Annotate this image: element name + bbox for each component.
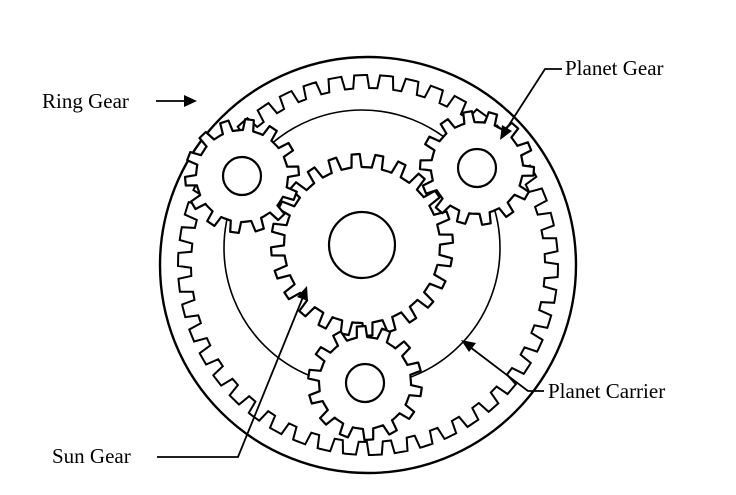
planet-gear-leader-line xyxy=(506,68,562,129)
sun-gear-leader-line xyxy=(157,296,304,458)
planet-gear-arrowhead xyxy=(500,125,512,140)
ring-gear-arrowhead xyxy=(184,95,197,107)
planet-carrier-label: Planet Carrier xyxy=(548,379,665,403)
sun-gear-label: Sun Gear xyxy=(52,444,131,468)
planet-gear-bottom-hub xyxy=(344,362,386,404)
ring-gear-label: Ring Gear xyxy=(42,89,129,113)
ring-gear-teeth xyxy=(176,74,560,456)
planet-gear-right-hub xyxy=(456,147,498,189)
sun-gear-arrowhead xyxy=(297,286,308,301)
ring-gear-outer-rim xyxy=(158,55,578,475)
planet-carrier-arrowhead xyxy=(461,340,476,352)
planet-carrier-leader-line xyxy=(469,346,544,392)
planet-gear-left-hub xyxy=(221,155,263,197)
planet-gear-label: Planet Gear xyxy=(565,56,664,80)
sun-gear-hub xyxy=(327,210,397,280)
